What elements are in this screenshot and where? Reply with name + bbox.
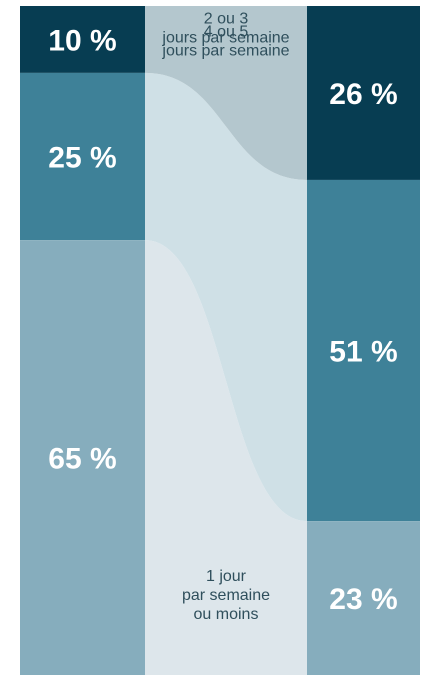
- band-label-1-jour-line-3: ou moins: [194, 606, 259, 623]
- band-label-4-5-line-1: 4 ou 5: [204, 24, 249, 41]
- right-segment-2-3-jours: [307, 179, 420, 522]
- band-label-4-5-line-2: jours par semaine: [161, 43, 289, 60]
- band-2-3-jours: [145, 72, 307, 522]
- left-segment-1-jour: [20, 240, 145, 675]
- band-1-jour: [145, 240, 307, 675]
- band-label-1-jour-line-1: 1 jour: [206, 568, 247, 585]
- right-segment-4-5-jours: [307, 6, 420, 180]
- band-4-5-jours: [145, 6, 307, 180]
- right-label-2-3-jours: 51 %: [329, 336, 397, 369]
- left-segment-2-3-jours: [20, 72, 145, 241]
- band-label-2-3-line-1: 2 ou 3: [204, 10, 249, 27]
- left-label-1-jour: 65 %: [48, 443, 116, 476]
- right-label-1-jour: 23 %: [329, 583, 397, 616]
- left-label-4-5-jours: 10 %: [48, 24, 116, 57]
- band-label-2-3-line-2: jours par semaine: [161, 29, 289, 46]
- band-label-1-jour-line-2: par semaine: [182, 587, 270, 604]
- left-label-2-3-jours: 25 %: [48, 142, 116, 175]
- left-segment-4-5-jours: [20, 6, 145, 73]
- right-label-4-5-jours: 26 %: [329, 78, 397, 111]
- right-segment-1-jour: [307, 521, 420, 675]
